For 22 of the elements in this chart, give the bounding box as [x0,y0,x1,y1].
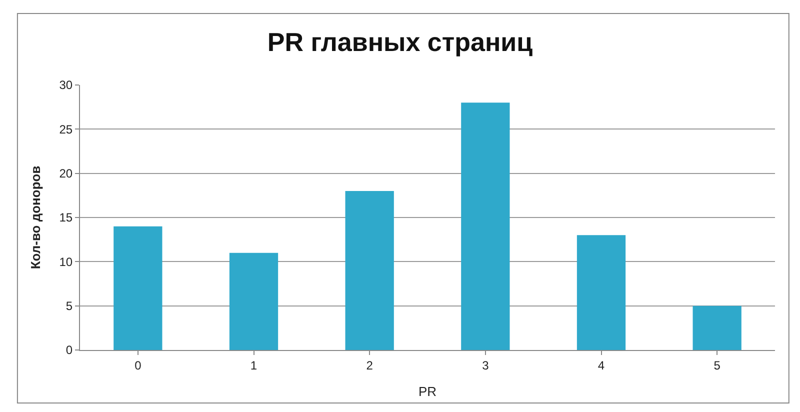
y-tick-label: 5 [66,299,73,314]
bar [229,252,278,350]
x-axis-title: PR [418,384,437,399]
bar [345,191,394,350]
bar [576,235,626,350]
y-tick-label: 30 [59,78,73,92]
x-tick-label: 0 [134,358,142,372]
x-tick-label: 3 [482,358,490,372]
y-tick-label: 25 [59,122,73,136]
x-tick-label: 5 [714,358,721,372]
chart-title: PR главных страниц [267,27,533,58]
x-tick-label: 2 [366,358,374,372]
y-tick-label: 15 [59,210,73,225]
x-tick-label: 1 [250,358,258,372]
bar [692,306,742,350]
x-tick-label: 4 [598,358,605,372]
y-tick-label: 0 [66,343,73,358]
bar [114,226,162,350]
y-tick-label: 20 [59,166,73,181]
y-axis-title: Кол-во доноров [28,166,44,270]
bar [461,102,510,350]
y-tick-label: 10 [59,254,73,269]
